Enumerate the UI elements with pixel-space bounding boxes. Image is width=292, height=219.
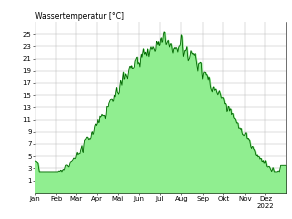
Text: Wassertemperatur [°C]: Wassertemperatur [°C]: [35, 12, 124, 21]
